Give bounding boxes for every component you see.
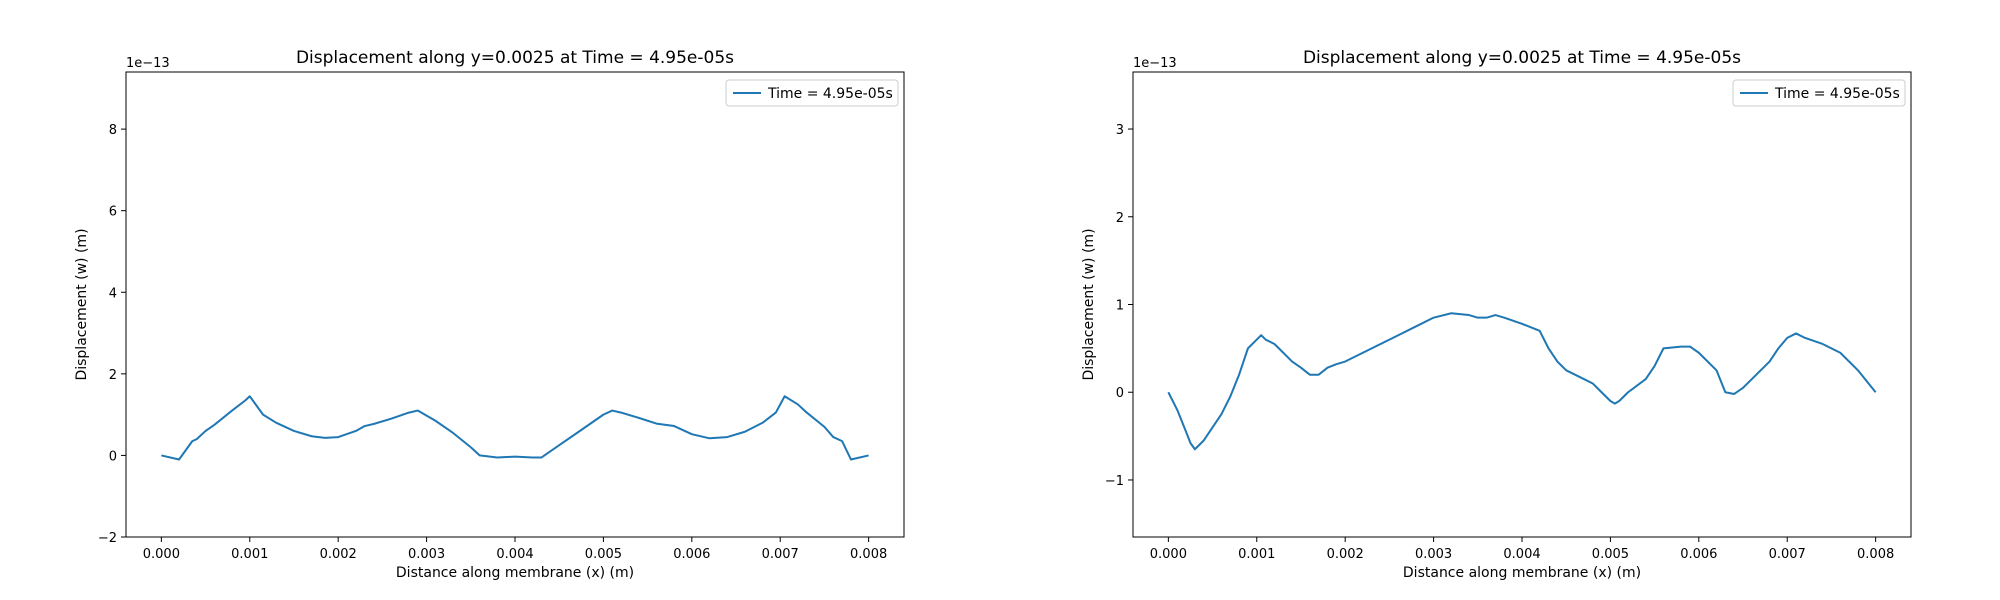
x-tick-label: 0.007 [762,547,799,562]
plot-frame [1132,71,1912,538]
series-lines [1167,312,1877,451]
y-tick-label: 8 [109,123,117,138]
chart-title: Displacement along y=0.0025 at Time = 4.… [1303,48,1741,68]
x-axis-label: Distance along membrane (x) (m) [396,565,634,581]
y-tick-label: 6 [109,205,117,220]
x-axis-label: Distance along membrane (x) (m) [1403,565,1641,581]
y-tick-label: 0 [1116,386,1124,401]
series-lines [161,395,869,461]
x-tick-label: 0.008 [1857,547,1894,562]
x-ticks: 0.000 0.001 0.002 0.003 0.004 0.005 0.006 0.007… [143,537,887,562]
x-tick-label: 0.001 [1238,547,1275,562]
x-tick-label: 0.008 [850,547,887,562]
x-tick-label: 0.004 [496,547,533,562]
y-axis-label: Displacement (w) (m) [1081,228,1097,380]
y-tick-label: 2 [1116,211,1124,226]
plot-frame [125,71,905,538]
y-scale-label: 1e−13 [126,56,170,71]
x-tick-label: 0.002 [1327,547,1364,562]
y-tick-label: 2 [109,368,117,383]
x-tick-label: 0.000 [143,547,180,562]
x-tick-label: 0.003 [1415,547,1452,562]
legend: Time = 4.95e-05s [725,79,899,107]
y-scale-label: 1e−13 [1133,56,1177,71]
x-tick-label: 0.004 [1503,547,1540,562]
chart-title: Displacement along y=0.0025 at Time = 4.… [296,48,734,68]
y-ticks: −2 0 2 4 6 8 [98,123,126,546]
x-tick-label: 0.000 [1150,547,1187,562]
x-tick-label: 0.003 [408,547,445,562]
legend-box [1732,79,1906,107]
y-tick-label: −1 [1105,474,1124,489]
x-tick-label: 0.005 [585,547,622,562]
legend-box [725,79,899,107]
legend: Time = 4.95e-05s [1732,79,1906,107]
x-tick-label: 0.006 [673,547,710,562]
legend-entry: Time = 4.95e-05s [1774,86,1900,102]
x-tick-label: 0.002 [320,547,357,562]
chart-panel-left: Displacement along y=0.0025 at Time = 4.… [74,48,905,581]
y-tick-label: 4 [109,286,117,301]
y-tick-label: −2 [98,531,117,546]
x-ticks: 0.000 0.001 0.002 0.003 0.004 0.005 0.006 0.007… [1150,537,1894,562]
series-line [161,395,869,461]
x-tick-label: 0.005 [1592,547,1629,562]
y-axis-label: Displacement (w) (m) [74,228,90,380]
y-tick-label: 3 [1116,123,1124,138]
y-tick-label: 1 [1116,299,1124,314]
legend-entry: Time = 4.95e-05s [767,86,893,102]
chart-panel-right: Displacement along y=0.0025 at Time = 4.… [1081,48,1912,581]
x-tick-label: 0.006 [1680,547,1717,562]
series-line [1167,312,1877,451]
x-tick-label: 0.001 [231,547,268,562]
x-tick-label: 0.007 [1769,547,1806,562]
y-ticks: −1 0 1 2 3 [1105,123,1133,489]
y-tick-label: 0 [109,449,117,464]
